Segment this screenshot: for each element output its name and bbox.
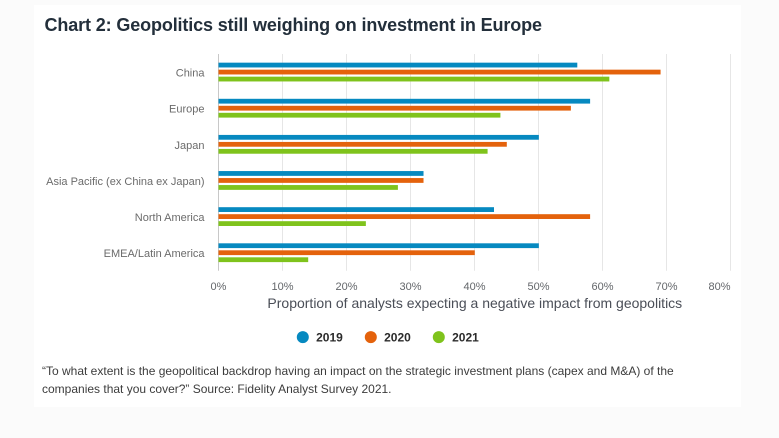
svg-text:30%: 30% (399, 281, 421, 293)
svg-text:Asia Pacific (ex China ex Japa: Asia Pacific (ex China ex Japan) (46, 176, 204, 188)
svg-text:China: China (176, 68, 206, 80)
svg-text:50%: 50% (527, 281, 549, 293)
svg-text:Japan: Japan (175, 140, 205, 152)
svg-text:70%: 70% (655, 281, 677, 293)
svg-text:Europe: Europe (169, 104, 204, 116)
svg-text:10%: 10% (271, 281, 293, 293)
svg-text:EMEA/Latin America: EMEA/Latin America (104, 248, 206, 260)
svg-text:20%: 20% (335, 281, 357, 293)
svg-text:40%: 40% (463, 281, 485, 293)
svg-text:60%: 60% (591, 281, 613, 293)
svg-text:Proportion of analysts expecti: Proportion of analysts expecting a negat… (267, 295, 682, 311)
svg-text:North America: North America (135, 212, 206, 224)
svg-text:2019: 2019 (316, 331, 343, 345)
svg-text:2020: 2020 (384, 331, 411, 345)
svg-text:80%: 80% (708, 281, 730, 293)
svg-text:2021: 2021 (452, 331, 479, 345)
svg-text:0%: 0% (211, 281, 227, 293)
